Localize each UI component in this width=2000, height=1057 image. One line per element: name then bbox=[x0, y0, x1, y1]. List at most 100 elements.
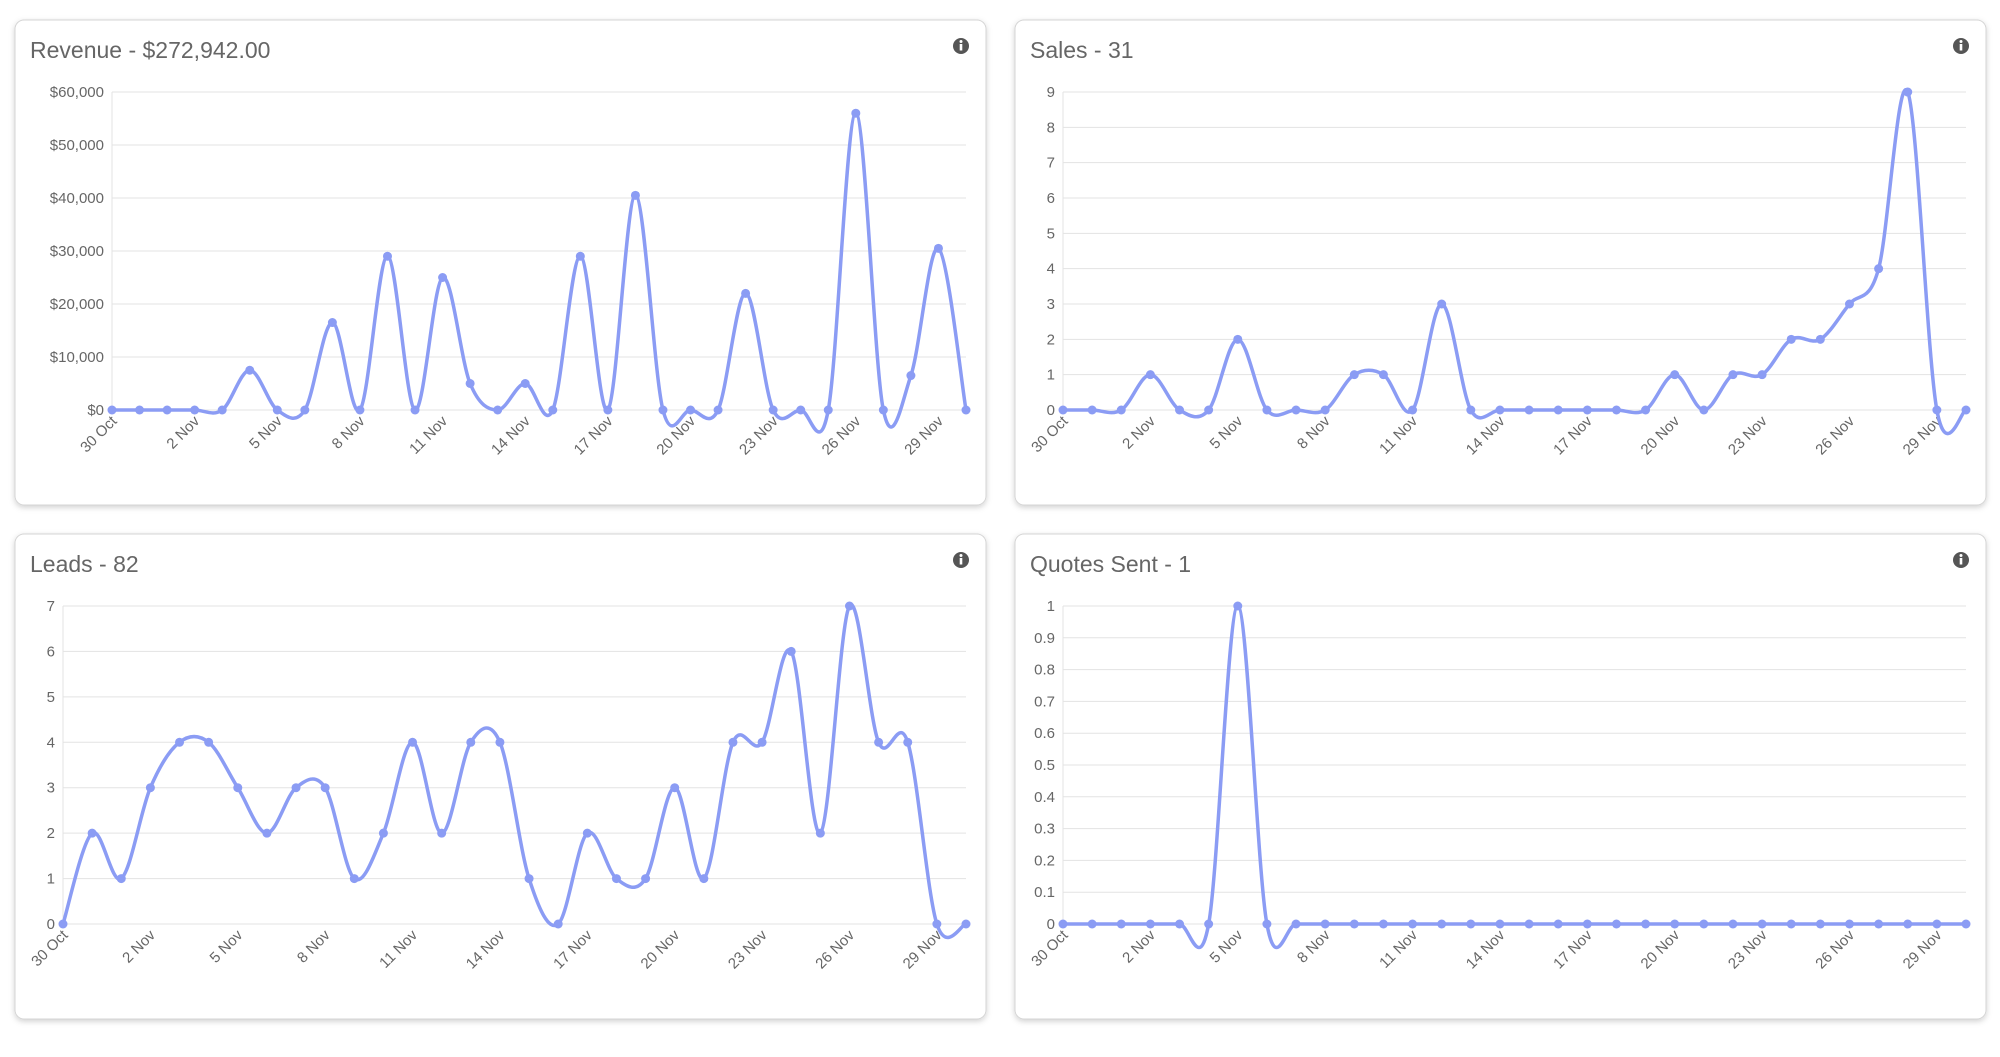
data-point bbox=[844, 601, 854, 611]
data-point bbox=[630, 190, 640, 200]
y-tick-label: 2 bbox=[47, 825, 55, 842]
data-point bbox=[1844, 919, 1854, 929]
data-point bbox=[217, 405, 227, 415]
chart-title: Quotes Sent - 1 bbox=[1030, 551, 1191, 577]
data-point bbox=[233, 783, 243, 793]
data-point bbox=[410, 405, 420, 415]
data-point bbox=[1291, 919, 1301, 929]
data-point bbox=[520, 379, 530, 388]
data-point bbox=[355, 405, 365, 415]
data-point bbox=[932, 919, 942, 929]
info-icon[interactable] bbox=[953, 38, 969, 54]
data-point bbox=[1670, 919, 1680, 929]
data-point bbox=[1291, 405, 1301, 415]
data-point bbox=[1641, 405, 1651, 415]
data-point bbox=[1378, 370, 1388, 380]
y-tick-label: 8 bbox=[1047, 119, 1055, 136]
data-point bbox=[741, 288, 751, 298]
data-point bbox=[145, 783, 155, 793]
data-point bbox=[162, 405, 172, 415]
data-point bbox=[1408, 919, 1418, 929]
data-point bbox=[786, 646, 796, 656]
data-point bbox=[1903, 87, 1913, 97]
y-tick-label: 0 bbox=[47, 916, 55, 933]
data-point bbox=[408, 737, 418, 747]
data-point bbox=[378, 828, 388, 838]
y-tick-label: 0 bbox=[1047, 402, 1055, 419]
y-tick-label: 4 bbox=[1047, 261, 1055, 278]
data-point bbox=[1408, 405, 1418, 415]
chart-title: Sales - 31 bbox=[1030, 37, 1134, 63]
data-point bbox=[245, 365, 255, 375]
y-tick-label: 0.2 bbox=[1034, 852, 1055, 869]
data-point bbox=[1495, 405, 1505, 415]
data-point bbox=[611, 874, 621, 884]
panel-card bbox=[1014, 533, 1987, 1020]
data-point bbox=[699, 874, 709, 884]
data-point bbox=[1815, 919, 1825, 929]
data-point bbox=[1815, 334, 1825, 344]
data-point bbox=[1058, 919, 1068, 929]
y-tick-label: 1 bbox=[47, 871, 55, 888]
data-point bbox=[262, 828, 272, 838]
data-point bbox=[1524, 919, 1534, 929]
chart-panel: Revenue - $272,942.00 $0 $10,000 $20,000 $30… bbox=[14, 19, 987, 506]
y-tick-label: 7 bbox=[47, 598, 55, 615]
data-point bbox=[495, 737, 505, 747]
data-point bbox=[465, 379, 475, 388]
chart-panel: Quotes Sent - 1 0 0.1 0.2 0.3 0.4 0.5 0.6 0.7 0.8… bbox=[1014, 533, 1987, 1020]
data-point bbox=[1728, 370, 1738, 380]
data-point bbox=[1175, 919, 1185, 929]
data-point bbox=[1466, 405, 1476, 415]
data-point bbox=[603, 405, 613, 415]
data-point bbox=[670, 783, 680, 793]
data-point bbox=[437, 828, 447, 838]
y-tick-label: 0.9 bbox=[1034, 630, 1055, 647]
data-point bbox=[1641, 919, 1651, 929]
data-point bbox=[658, 405, 668, 415]
y-tick-label: 6 bbox=[1047, 190, 1055, 207]
info-icon[interactable] bbox=[1953, 552, 1969, 568]
chart-title: Leads - 82 bbox=[30, 551, 139, 577]
data-point bbox=[1116, 405, 1126, 415]
data-point bbox=[1524, 405, 1534, 415]
y-tick-label: 0.4 bbox=[1034, 789, 1055, 806]
y-tick-label: $0 bbox=[87, 402, 104, 419]
data-point bbox=[1437, 299, 1447, 309]
data-point bbox=[291, 783, 301, 793]
data-point bbox=[204, 737, 214, 747]
info-icon[interactable] bbox=[1953, 38, 1969, 54]
data-point bbox=[1932, 919, 1942, 929]
y-tick-label: 7 bbox=[1047, 155, 1055, 172]
info-icon[interactable] bbox=[953, 552, 969, 568]
data-point bbox=[1728, 919, 1738, 929]
panel-card bbox=[14, 19, 987, 506]
data-point bbox=[1145, 919, 1155, 929]
data-point bbox=[851, 108, 861, 118]
data-point bbox=[349, 874, 359, 884]
y-tick-label: 0.7 bbox=[1034, 693, 1055, 710]
data-point bbox=[1874, 919, 1884, 929]
data-point bbox=[1495, 919, 1505, 929]
y-tick-label: 0.6 bbox=[1034, 725, 1055, 742]
info-icon-bar bbox=[1959, 44, 1963, 51]
data-point bbox=[878, 405, 888, 415]
info-icon-dot bbox=[959, 40, 963, 43]
y-tick-label: 3 bbox=[1047, 296, 1055, 313]
data-point bbox=[1058, 405, 1068, 415]
data-point bbox=[493, 405, 503, 415]
data-point bbox=[768, 405, 778, 415]
data-point bbox=[1757, 370, 1767, 380]
y-tick-label: $60,000 bbox=[50, 84, 104, 101]
y-tick-label: 0.8 bbox=[1034, 662, 1055, 679]
y-tick-label: 5 bbox=[1047, 225, 1055, 242]
data-point bbox=[438, 273, 448, 282]
data-point bbox=[300, 405, 310, 415]
data-point bbox=[1670, 370, 1680, 380]
data-point bbox=[1349, 919, 1359, 929]
data-point bbox=[1233, 601, 1243, 611]
data-point bbox=[320, 783, 330, 793]
